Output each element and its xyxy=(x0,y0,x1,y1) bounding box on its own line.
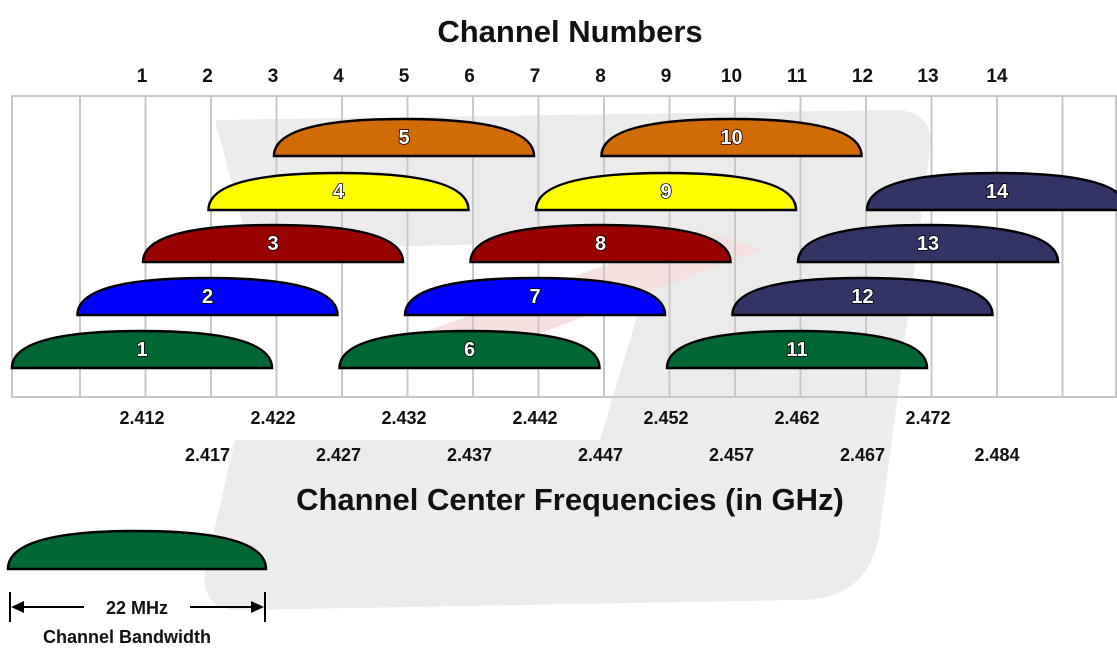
frequency-label: 2.417 xyxy=(185,445,230,465)
channel-number-label: 14 xyxy=(986,66,1008,87)
channel-arc-shape xyxy=(76,276,339,317)
channel-number-label: 6 xyxy=(464,66,475,87)
channel-number-label: 5 xyxy=(399,66,410,87)
channel-arc-8: 8 xyxy=(469,223,732,264)
channel-arc-9: 9 xyxy=(534,171,798,212)
channel-number-axis: 1 2 3 4 5 6 7 8 9 10 11 12 13 14 xyxy=(137,66,1008,87)
channel-number-label: 9 xyxy=(661,66,672,87)
channel-arc-7: 7 xyxy=(403,276,667,317)
channel-arc-5: 5 xyxy=(272,117,536,158)
frequency-label: 2.472 xyxy=(905,408,950,428)
frequency-label: 2.452 xyxy=(643,408,688,428)
bandwidth-legend: 22 MHz Channel Bandwidth xyxy=(6,529,268,647)
channel-number-label: 1 xyxy=(137,66,148,87)
channel-arc-4: 4 xyxy=(207,171,470,212)
frequency-label: 2.422 xyxy=(250,408,295,428)
channel-number-label: 3 xyxy=(268,66,279,87)
channel-number-label: 13 xyxy=(917,66,938,87)
channel-arc-shape xyxy=(207,171,470,212)
channel-arc-1: 1 xyxy=(10,329,274,370)
legend-caption: Channel Bandwidth xyxy=(43,627,211,647)
channel-arc-shape xyxy=(10,329,274,370)
grid-frame xyxy=(11,95,1117,398)
frequency-label: 2.432 xyxy=(381,408,426,428)
frequency-label: 2.462 xyxy=(774,408,819,428)
channel-arc-shape xyxy=(600,117,863,158)
channel-arc-label: 8 xyxy=(595,233,606,255)
channel-number-label: 11 xyxy=(787,66,808,87)
channel-arc-label: 13 xyxy=(917,233,939,255)
channel-number-label: 10 xyxy=(721,66,742,87)
channel-arc-label: 6 xyxy=(464,339,475,361)
channel-number-label: 12 xyxy=(852,66,873,87)
frequency-label: 2.427 xyxy=(316,445,361,465)
frequency-label: 2.484 xyxy=(974,445,1019,465)
legend-arrow-left-head xyxy=(11,601,24,613)
channel-arc-shape xyxy=(469,223,732,264)
channel-arc-shape xyxy=(534,171,798,212)
frequency-label: 2.447 xyxy=(578,445,623,465)
channel-arc-shape xyxy=(272,117,536,158)
channel-arc-label: 1 xyxy=(136,339,147,361)
legend-bandwidth-value: 22 MHz xyxy=(106,598,168,618)
channel-number-label: 8 xyxy=(595,66,606,87)
channel-numbers-title: Channel Numbers xyxy=(437,14,702,49)
frequency-label: 2.457 xyxy=(709,445,754,465)
channel-number-label: 4 xyxy=(333,66,344,87)
channel-arc-2: 2 xyxy=(76,276,339,317)
channel-arc-shape xyxy=(403,276,667,317)
channel-arc-13: 13 xyxy=(796,223,1060,264)
channel-number-label: 2 xyxy=(202,66,213,87)
channel-arc-10: 10 xyxy=(600,117,863,158)
channel-arc-3: 3 xyxy=(141,223,405,264)
channel-number-label: 7 xyxy=(530,66,541,87)
channel-arc-shape xyxy=(141,223,405,264)
legend-arrow-right-head xyxy=(251,601,264,613)
frequency-label: 2.437 xyxy=(447,445,492,465)
channel-arc-label: 14 xyxy=(986,181,1009,203)
frequency-label: 2.442 xyxy=(512,408,557,428)
channel-arc-label: 9 xyxy=(660,181,671,203)
channel-arc-6: 6 xyxy=(338,329,601,370)
frequency-label: 2.412 xyxy=(119,408,164,428)
channel-arc-12: 12 xyxy=(731,276,994,317)
channel-arc-label: 12 xyxy=(851,286,873,308)
channel-arc-shape xyxy=(665,329,929,370)
channel-arc-label: 7 xyxy=(529,286,540,308)
channel-arcs: 5 10 4 9 14 3 8 13 2 7 12 1 6 11 xyxy=(10,117,1117,370)
channel-arc-shape xyxy=(338,329,601,370)
channel-arc-14: 14 xyxy=(865,171,1117,212)
channel-arc-label: 2 xyxy=(202,286,213,308)
frequency-axis: 2.412 2.417 2.422 2.427 2.432 2.437 2.442 2.447… xyxy=(119,408,1019,465)
channel-arc-label: 11 xyxy=(786,339,807,361)
channel-arc-label: 10 xyxy=(720,127,742,149)
channel-arc-shape xyxy=(796,223,1060,264)
channel-arc-shape xyxy=(865,171,1117,212)
frequencies-title: Channel Center Frequencies (in GHz) xyxy=(296,482,844,517)
channel-arc-label: 3 xyxy=(267,233,278,255)
frequency-label: 2.467 xyxy=(840,445,885,465)
legend-channel-arc xyxy=(6,529,268,571)
channel-arc-label: 5 xyxy=(398,127,409,149)
channel-arc-label: 4 xyxy=(333,181,345,203)
channel-arc-shape xyxy=(731,276,994,317)
channel-arc-11: 11 xyxy=(665,329,929,370)
